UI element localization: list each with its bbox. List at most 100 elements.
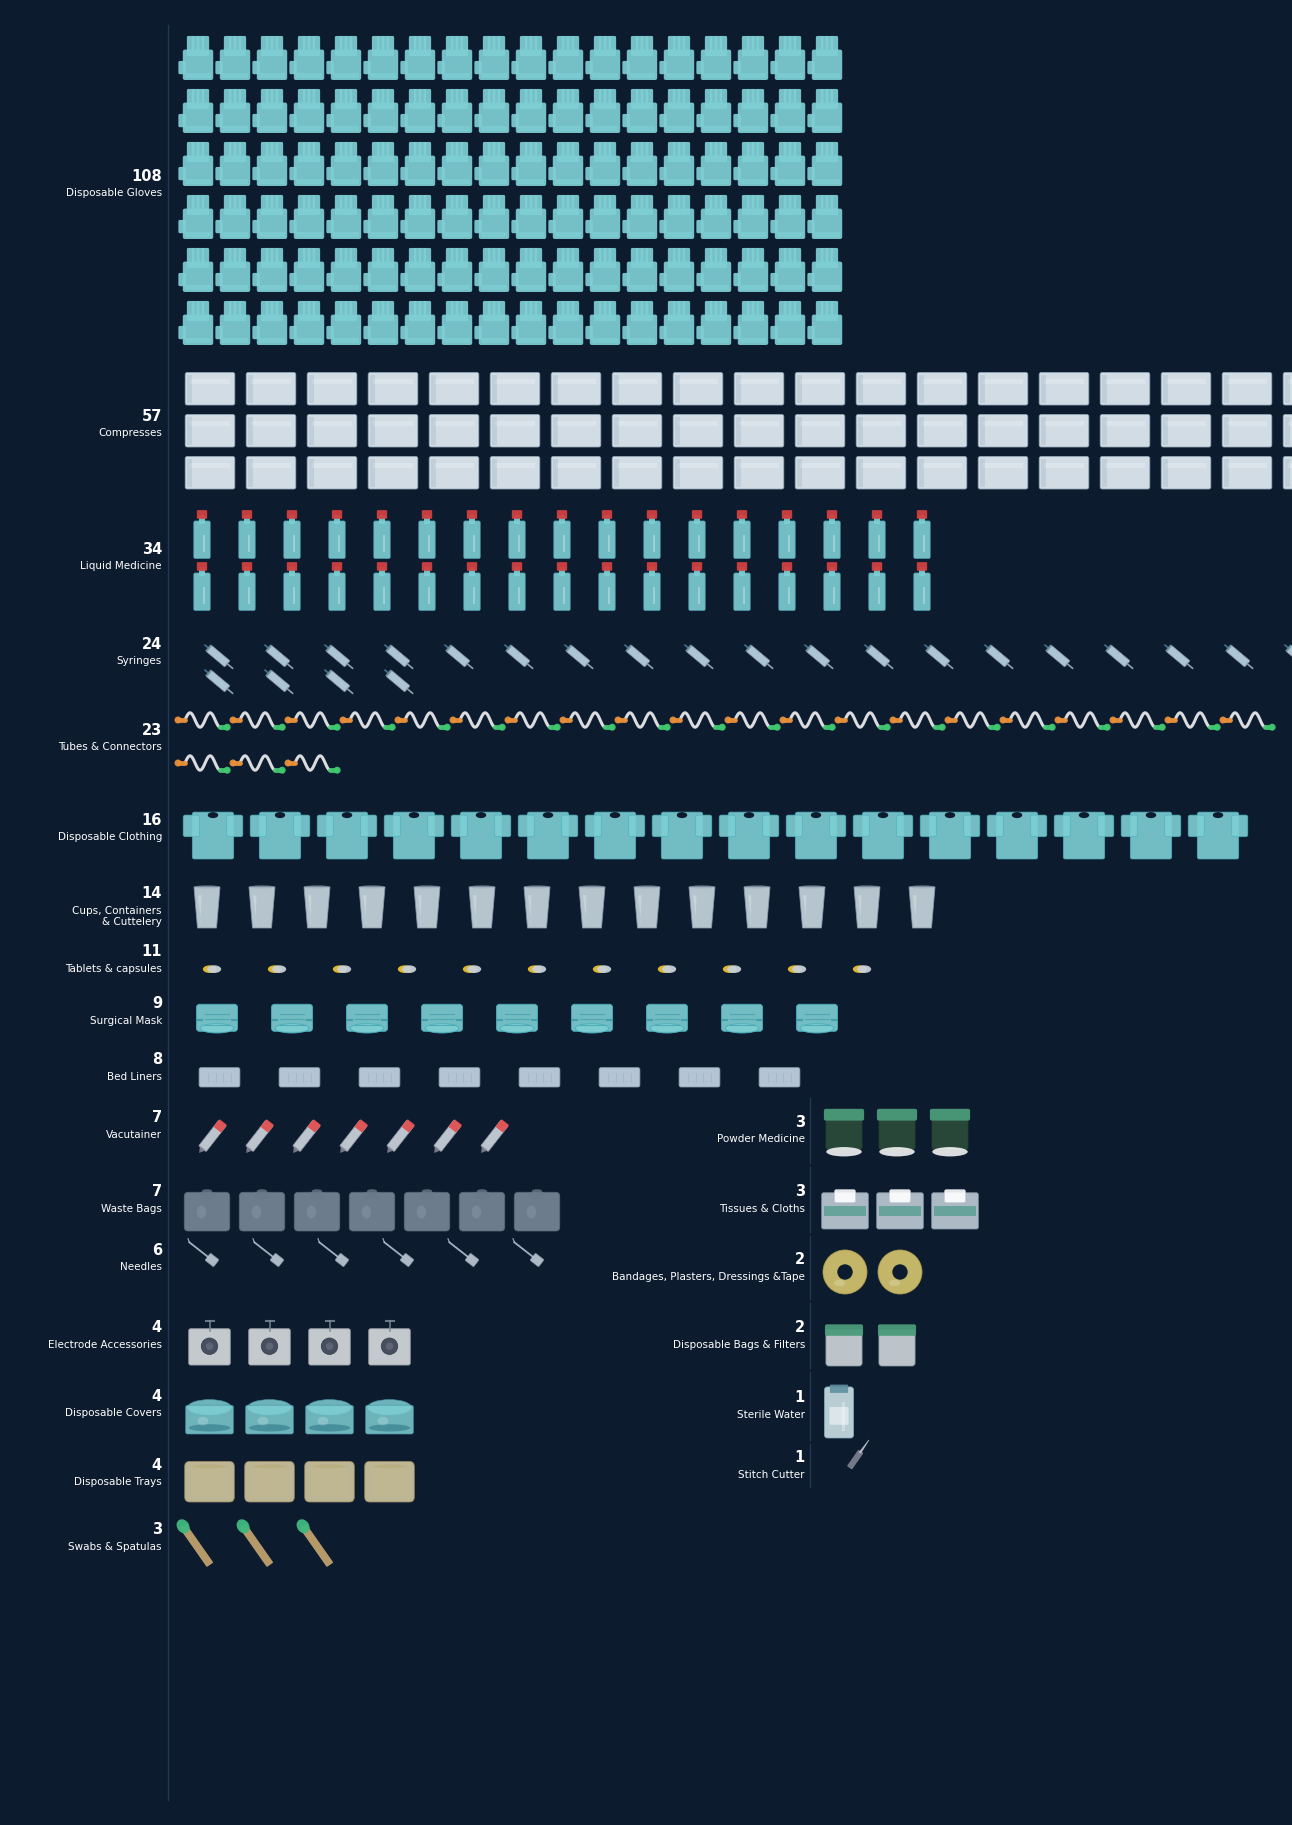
Bar xyxy=(481,285,508,290)
Polygon shape xyxy=(525,887,550,927)
Ellipse shape xyxy=(854,885,880,889)
FancyBboxPatch shape xyxy=(185,1462,234,1502)
FancyBboxPatch shape xyxy=(603,248,611,268)
FancyBboxPatch shape xyxy=(784,301,792,321)
Bar xyxy=(592,179,618,184)
FancyBboxPatch shape xyxy=(229,301,236,321)
Circle shape xyxy=(450,717,456,723)
Bar xyxy=(858,458,863,487)
FancyBboxPatch shape xyxy=(738,155,769,186)
Bar xyxy=(429,535,430,551)
FancyBboxPatch shape xyxy=(226,816,243,836)
FancyBboxPatch shape xyxy=(182,208,213,239)
FancyBboxPatch shape xyxy=(1031,816,1047,836)
Bar xyxy=(924,535,925,551)
FancyBboxPatch shape xyxy=(178,274,186,287)
FancyBboxPatch shape xyxy=(461,248,468,268)
FancyBboxPatch shape xyxy=(822,1194,868,1228)
Bar xyxy=(592,338,618,343)
Bar xyxy=(797,458,802,487)
Bar xyxy=(1286,458,1291,487)
FancyBboxPatch shape xyxy=(646,195,654,215)
FancyBboxPatch shape xyxy=(293,261,324,292)
Text: 6: 6 xyxy=(152,1243,162,1257)
FancyBboxPatch shape xyxy=(220,49,251,80)
FancyBboxPatch shape xyxy=(826,142,833,162)
FancyBboxPatch shape xyxy=(879,1329,915,1365)
FancyBboxPatch shape xyxy=(196,1004,238,1031)
Bar xyxy=(800,464,840,469)
FancyBboxPatch shape xyxy=(307,301,315,321)
FancyBboxPatch shape xyxy=(368,261,398,292)
Bar xyxy=(924,586,925,604)
FancyBboxPatch shape xyxy=(372,248,380,268)
FancyBboxPatch shape xyxy=(257,208,287,239)
Bar xyxy=(518,126,544,131)
FancyBboxPatch shape xyxy=(363,60,371,75)
FancyBboxPatch shape xyxy=(307,456,357,489)
FancyBboxPatch shape xyxy=(514,1192,559,1232)
FancyBboxPatch shape xyxy=(917,414,966,447)
FancyBboxPatch shape xyxy=(313,195,320,215)
FancyBboxPatch shape xyxy=(345,301,353,321)
FancyBboxPatch shape xyxy=(779,573,795,611)
Circle shape xyxy=(1213,725,1221,730)
FancyBboxPatch shape xyxy=(178,166,186,181)
Text: 34: 34 xyxy=(142,542,162,557)
Ellipse shape xyxy=(722,965,736,973)
FancyBboxPatch shape xyxy=(307,36,315,57)
FancyBboxPatch shape xyxy=(720,301,727,321)
Bar xyxy=(740,232,766,237)
Text: Disposable Covers: Disposable Covers xyxy=(66,1409,162,1418)
FancyBboxPatch shape xyxy=(872,511,882,518)
FancyBboxPatch shape xyxy=(340,89,348,109)
FancyBboxPatch shape xyxy=(734,456,784,489)
FancyBboxPatch shape xyxy=(917,456,966,489)
FancyBboxPatch shape xyxy=(461,142,468,162)
FancyBboxPatch shape xyxy=(386,89,394,109)
FancyBboxPatch shape xyxy=(313,248,320,268)
Bar xyxy=(248,586,249,604)
FancyBboxPatch shape xyxy=(186,1405,234,1434)
FancyBboxPatch shape xyxy=(668,248,676,268)
FancyBboxPatch shape xyxy=(815,89,823,109)
Text: Tablets & capsules: Tablets & capsules xyxy=(65,964,162,973)
FancyBboxPatch shape xyxy=(826,195,833,215)
FancyBboxPatch shape xyxy=(474,113,482,128)
FancyBboxPatch shape xyxy=(677,301,685,321)
FancyBboxPatch shape xyxy=(734,573,751,611)
FancyBboxPatch shape xyxy=(239,142,247,162)
FancyBboxPatch shape xyxy=(516,314,547,345)
FancyBboxPatch shape xyxy=(788,36,796,57)
FancyBboxPatch shape xyxy=(275,301,283,321)
Bar xyxy=(518,535,519,551)
Bar xyxy=(1041,416,1047,445)
Ellipse shape xyxy=(593,965,607,973)
FancyBboxPatch shape xyxy=(627,208,658,239)
Bar xyxy=(685,644,693,652)
Text: Stitch Cutter: Stitch Cutter xyxy=(739,1469,805,1480)
Polygon shape xyxy=(858,896,862,923)
Bar xyxy=(665,338,693,343)
Bar xyxy=(650,568,655,577)
Circle shape xyxy=(394,717,402,723)
FancyBboxPatch shape xyxy=(350,248,357,268)
FancyBboxPatch shape xyxy=(920,816,937,836)
FancyBboxPatch shape xyxy=(424,248,432,268)
Bar xyxy=(1044,422,1084,427)
FancyBboxPatch shape xyxy=(257,49,287,80)
Text: Swabs & Spatulas: Swabs & Spatulas xyxy=(68,1542,162,1551)
Bar xyxy=(407,179,433,184)
Bar xyxy=(609,535,610,551)
Ellipse shape xyxy=(367,1190,377,1194)
FancyBboxPatch shape xyxy=(307,248,315,268)
FancyBboxPatch shape xyxy=(216,113,222,128)
Circle shape xyxy=(779,717,787,723)
Circle shape xyxy=(1103,725,1111,730)
FancyBboxPatch shape xyxy=(187,142,194,162)
Bar xyxy=(1041,458,1047,487)
FancyBboxPatch shape xyxy=(327,670,350,692)
FancyBboxPatch shape xyxy=(266,142,274,162)
Ellipse shape xyxy=(359,885,385,889)
FancyBboxPatch shape xyxy=(214,1119,226,1132)
